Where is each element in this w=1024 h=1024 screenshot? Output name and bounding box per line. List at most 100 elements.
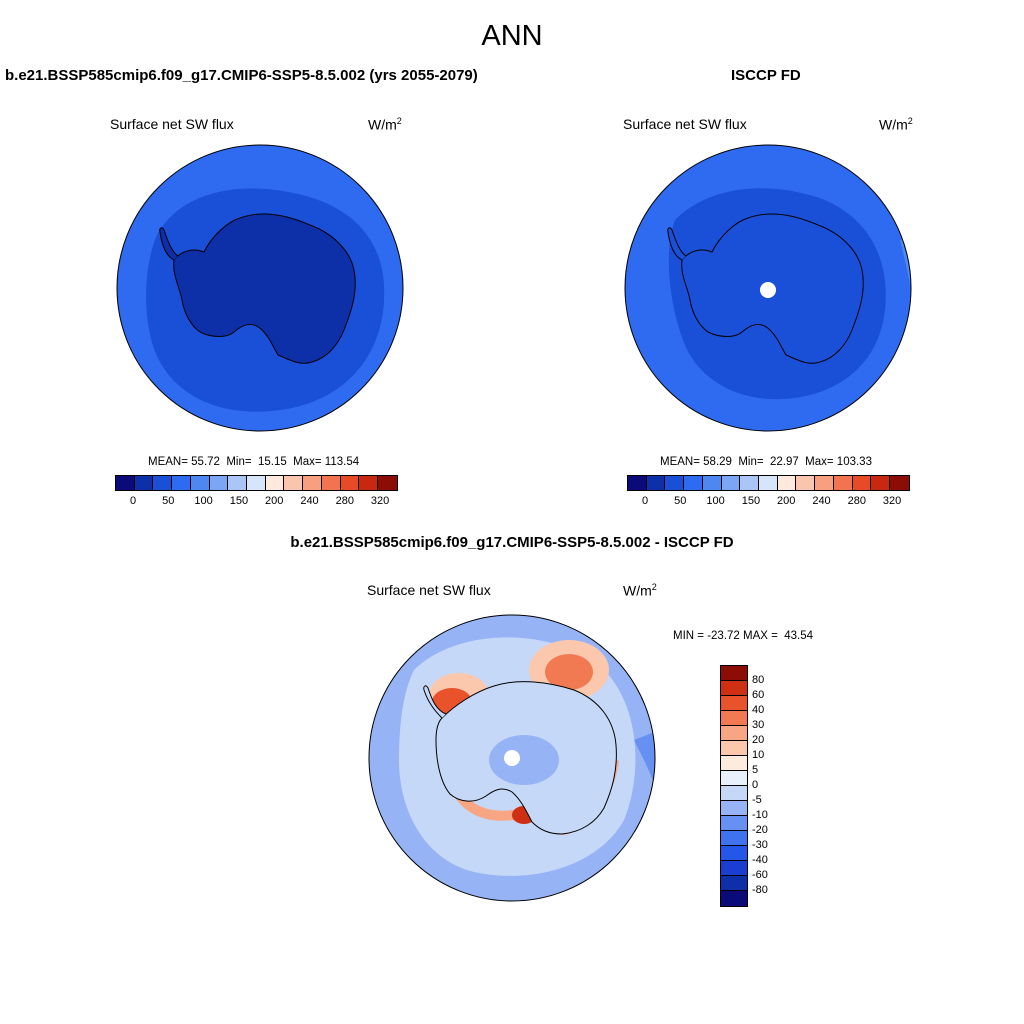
colorbar-cell (628, 476, 647, 490)
max-value: 43.54 (784, 630, 814, 642)
colorbar-cell (721, 876, 747, 891)
colorbar-cell (852, 476, 872, 490)
colorbar-cell (702, 476, 722, 490)
colorbar-tick-label: 100 (194, 495, 213, 507)
colorbar-cell (247, 476, 266, 490)
colorbar-tick-label: 10 (752, 749, 765, 761)
colorbar-cell (833, 476, 853, 490)
variable-label-obs: Surface net SW flux (623, 116, 747, 132)
colorbar-tick-label: 150 (741, 495, 761, 507)
colorbar-tick-label: 100 (706, 495, 725, 507)
min-value: 22.97 (769, 456, 799, 468)
variable-label-diff: Surface net SW flux (367, 582, 491, 598)
colorbar-tick-label: 150 (229, 495, 249, 507)
colorbar-tick-label: 5 (752, 764, 759, 776)
colorbar-obs (627, 475, 910, 491)
colorbar-tick-label: -60 (752, 869, 768, 881)
units-label-obs: W/m2 (879, 116, 913, 133)
colorbar-cell (796, 476, 816, 490)
colorbar-tick-label: 240 (812, 495, 831, 507)
colorbar-cell (359, 476, 379, 490)
colorbar-cell (721, 816, 747, 831)
colorbar-tick-label: 80 (752, 674, 765, 686)
min-value: 15.15 (257, 456, 287, 468)
colorbar-cell (153, 476, 173, 490)
colorbar-cell (721, 831, 747, 846)
panel-title-model: b.e21.BSSP585cmip6.f09_g17.CMIP6-SSP5-8.… (5, 67, 478, 84)
colorbar-cell (378, 476, 397, 490)
colorbar-tick-label: 280 (847, 495, 866, 507)
colorbar-tick-label: -20 (752, 824, 768, 836)
min-value: -23.72 (707, 630, 740, 642)
colorbar-cell (284, 476, 304, 490)
colorbar-tick-label: 0 (752, 779, 759, 791)
colorbar-cell (134, 476, 154, 490)
colorbar-cell (871, 476, 891, 490)
colorbar-tick-label: 240 (300, 495, 319, 507)
colorbar-tick-label: 50 (674, 495, 687, 507)
colorbar-cell (684, 476, 703, 490)
colorbar-cell (721, 786, 747, 801)
colorbar-cell (265, 476, 285, 490)
colorbar-tick-label: 280 (335, 495, 354, 507)
colorbar-cell (890, 476, 909, 490)
panel-title-obs: ISCCP FD (731, 67, 801, 84)
colorbar-cell (721, 846, 747, 861)
colorbar-cell (721, 666, 747, 681)
colorbar-tick-label: 200 (777, 495, 796, 507)
colorbar-cell (721, 891, 747, 906)
colorbar-tick-label: 0 (641, 495, 649, 507)
colorbar-cell (190, 476, 210, 490)
colorbar-tick-label: 60 (752, 689, 765, 701)
colorbar-cell (321, 476, 341, 490)
colorbar-tick-label: 40 (752, 704, 765, 716)
colorbar-cell (228, 476, 248, 490)
colorbar-cell (777, 476, 797, 490)
colorbar-cell (721, 801, 747, 816)
mean-value: 58.29 (703, 456, 732, 468)
colorbar-cell (646, 476, 666, 490)
max-value: 113.54 (324, 456, 360, 468)
colorbar-cell (721, 771, 747, 786)
units-label-model: W/m2 (368, 116, 402, 133)
colorbar-cell (116, 476, 135, 490)
polar-map-model (116, 144, 404, 432)
colorbar-cell (721, 726, 747, 741)
units-label-diff: W/m2 (623, 582, 657, 599)
mean-value: 55.72 (191, 456, 220, 468)
colorbar-cell (303, 476, 322, 490)
stats-model: MEAN= 55.72 Min= 15.15 Max= 113.54 (148, 456, 360, 468)
colorbar-cell (172, 476, 191, 490)
colorbar-cell (740, 476, 760, 490)
colorbar-cell (721, 711, 747, 726)
colorbar-cell (721, 861, 747, 876)
colorbar-tick-label: -40 (752, 854, 768, 866)
max-value: 103.33 (836, 456, 872, 468)
colorbar-cell (721, 681, 747, 696)
colorbar-cell (721, 756, 747, 771)
colorbar-cell (665, 476, 685, 490)
colorbar-tick-label: 20 (752, 734, 765, 746)
colorbar-tick-label: -80 (752, 884, 768, 896)
colorbar-tick-label: -5 (752, 794, 762, 806)
colorbar-diff (720, 665, 748, 907)
colorbar-tick-label: 50 (162, 495, 175, 507)
polar-map-diff (368, 614, 656, 902)
colorbar-cell (209, 476, 229, 490)
colorbar-tick-label: 0 (129, 495, 137, 507)
colorbar-tick-label: 320 (370, 495, 390, 507)
colorbar-tick-label: 200 (265, 495, 284, 507)
page-title: ANN (481, 20, 543, 52)
colorbar-tick-label: -10 (752, 809, 768, 821)
colorbar-cell (815, 476, 834, 490)
colorbar-cell (721, 476, 741, 490)
polar-map-obs (624, 144, 912, 432)
antarctica-continent (173, 213, 356, 364)
colorbar-cell (721, 741, 747, 756)
colorbar-model (115, 475, 398, 491)
colorbar-cell (721, 696, 747, 711)
stats-obs: MEAN= 58.29 Min= 22.97 Max= 103.33 (660, 456, 872, 468)
colorbar-cell (340, 476, 360, 490)
stats-diff: MIN = -23.72 MAX = 43.54 (673, 630, 814, 642)
panel-title-diff: b.e21.BSSP585cmip6.f09_g17.CMIP6-SSP5-8.… (290, 534, 734, 551)
